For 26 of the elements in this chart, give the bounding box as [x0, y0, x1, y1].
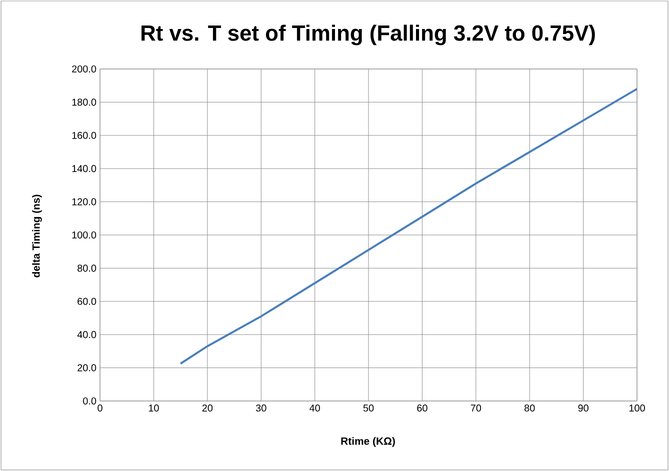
chart-title: Rt vs. T set of Timing (Falling 3.2V to 0.75V) [142, 24, 595, 46]
y-tick-label: 200.0 [72, 65, 96, 73]
x-tick-label: 0 [98, 404, 102, 412]
y-tick-label: 180.0 [72, 98, 96, 106]
x-tick-label: 80 [524, 404, 535, 412]
x-tick-label: 30 [256, 404, 266, 412]
y-tick-label: 120.0 [72, 198, 96, 206]
y-tick-label: 40.0 [77, 331, 96, 338]
x-tick-label: 100 [629, 404, 645, 412]
y-tick-label: 20.0 [78, 364, 96, 372]
y-tick-label: 0.0 [83, 397, 96, 405]
y-axis-title: delta Timing (ns) [32, 194, 42, 278]
x-axis-title: Rtime (KΩ) [341, 437, 395, 447]
y-tick-label: 60.0 [78, 298, 96, 305]
line-series [180, 88, 638, 365]
y-tick-label: 80.0 [78, 264, 96, 272]
x-tick-label: 90 [578, 404, 588, 412]
y-tick-label: 140.0 [72, 165, 96, 172]
y-tick-label: 160.0 [72, 132, 96, 139]
y-tick-label: 100.0 [72, 231, 96, 239]
x-tick-label: 60 [417, 404, 428, 412]
x-tick-label: 20 [202, 404, 213, 412]
x-tick-label: 40 [310, 404, 320, 412]
x-tick-label: 70 [470, 404, 482, 412]
x-tick-label: 10 [148, 404, 159, 412]
x-tick-label: 50 [363, 404, 374, 412]
